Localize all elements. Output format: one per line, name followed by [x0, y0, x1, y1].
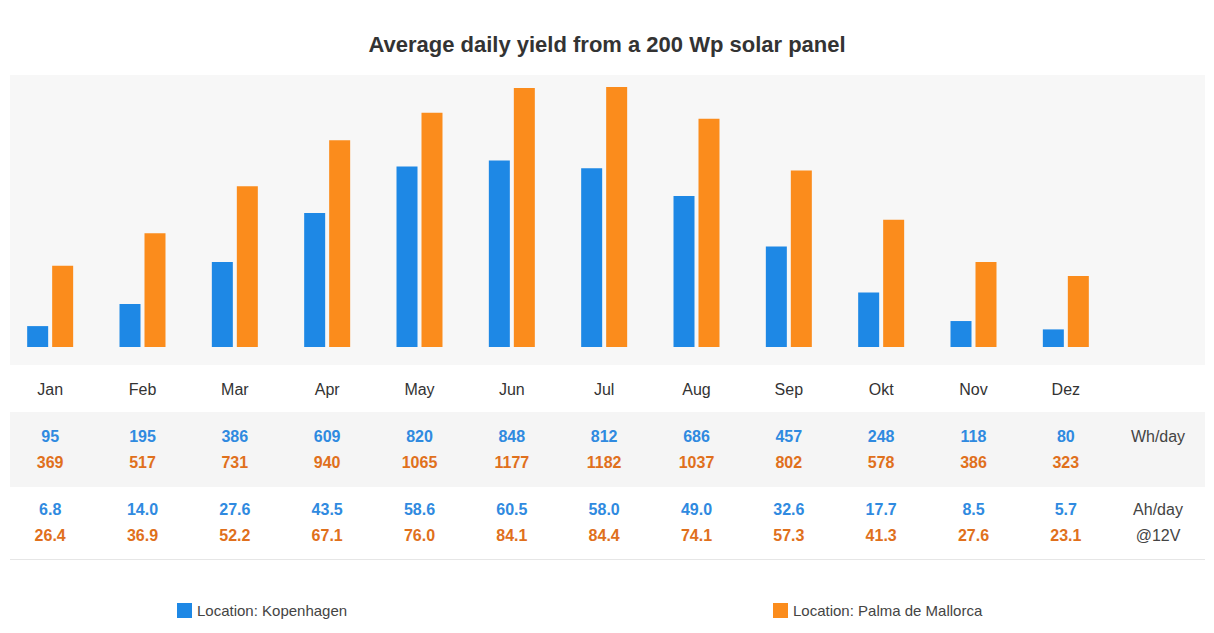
svg-text:802: 802: [775, 454, 802, 471]
svg-text:1177: 1177: [494, 454, 529, 471]
svg-text:43.5: 43.5: [312, 501, 343, 518]
svg-text:609: 609: [314, 428, 341, 445]
svg-text:84.1: 84.1: [496, 527, 527, 544]
svg-text:80: 80: [1057, 428, 1075, 445]
svg-text:Ah/day: Ah/day: [1133, 501, 1183, 518]
svg-text:323: 323: [1052, 454, 1079, 471]
svg-text:May: May: [404, 381, 434, 398]
svg-text:17.7: 17.7: [866, 501, 897, 518]
svg-text:848: 848: [498, 428, 525, 445]
svg-text:1065: 1065: [402, 454, 438, 471]
svg-text:Jan: Jan: [37, 381, 63, 398]
svg-text:60.5: 60.5: [496, 501, 527, 518]
svg-text:Apr: Apr: [315, 381, 341, 398]
svg-text:26.4: 26.4: [35, 527, 66, 544]
svg-text:52.2: 52.2: [219, 527, 250, 544]
svg-text:74.1: 74.1: [681, 527, 712, 544]
svg-text:Mar: Mar: [221, 381, 249, 398]
svg-text:820: 820: [406, 428, 433, 445]
svg-text:578: 578: [868, 454, 895, 471]
svg-text:Okt: Okt: [869, 381, 894, 398]
svg-text:118: 118: [961, 428, 987, 445]
svg-text:Jul: Jul: [594, 381, 614, 398]
svg-text:Location: Kopenhagen: Location: Kopenhagen: [197, 602, 347, 619]
svg-text:248: 248: [868, 428, 895, 445]
svg-text:Aug: Aug: [682, 381, 710, 398]
svg-text:Wh/day: Wh/day: [1131, 428, 1185, 445]
svg-text:84.4: 84.4: [589, 527, 620, 544]
svg-text:Jun: Jun: [499, 381, 525, 398]
svg-text:76.0: 76.0: [404, 527, 435, 544]
svg-text:8.5: 8.5: [962, 501, 984, 518]
svg-text:457: 457: [775, 428, 802, 445]
svg-text:58.0: 58.0: [589, 501, 620, 518]
svg-text:67.1: 67.1: [312, 527, 343, 544]
svg-text:Location: Palma de Mallorca: Location: Palma de Mallorca: [793, 602, 983, 619]
svg-text:14.0: 14.0: [127, 501, 158, 518]
svg-text:686: 686: [683, 428, 710, 445]
svg-text:386: 386: [960, 454, 987, 471]
svg-text:Nov: Nov: [959, 381, 987, 398]
svg-text:195: 195: [129, 428, 156, 445]
svg-text:49.0: 49.0: [681, 501, 712, 518]
svg-text:95: 95: [41, 428, 59, 445]
svg-text:5.7: 5.7: [1055, 501, 1077, 518]
svg-text:32.6: 32.6: [773, 501, 804, 518]
svg-text:58.6: 58.6: [404, 501, 435, 518]
svg-text:812: 812: [591, 428, 618, 445]
svg-text:1182: 1182: [587, 454, 622, 471]
svg-text:27.6: 27.6: [219, 501, 250, 518]
svg-text:27.6: 27.6: [958, 527, 989, 544]
svg-text:731: 731: [221, 454, 248, 471]
svg-text:23.1: 23.1: [1050, 527, 1081, 544]
svg-text:41.3: 41.3: [866, 527, 897, 544]
svg-text:369: 369: [37, 454, 64, 471]
svg-text:Sep: Sep: [775, 381, 804, 398]
svg-text:6.8: 6.8: [39, 501, 61, 518]
svg-text:517: 517: [129, 454, 156, 471]
svg-text:Dez: Dez: [1052, 381, 1080, 398]
svg-text:Average daily yield from a 200: Average daily yield from a 200 Wp solar …: [368, 32, 845, 57]
svg-text:57.3: 57.3: [773, 527, 804, 544]
svg-text:36.9: 36.9: [127, 527, 158, 544]
svg-text:386: 386: [221, 428, 248, 445]
svg-text:1037: 1037: [679, 454, 715, 471]
svg-text:Feb: Feb: [129, 381, 157, 398]
svg-text:@12V: @12V: [1136, 527, 1181, 544]
svg-text:940: 940: [314, 454, 341, 471]
